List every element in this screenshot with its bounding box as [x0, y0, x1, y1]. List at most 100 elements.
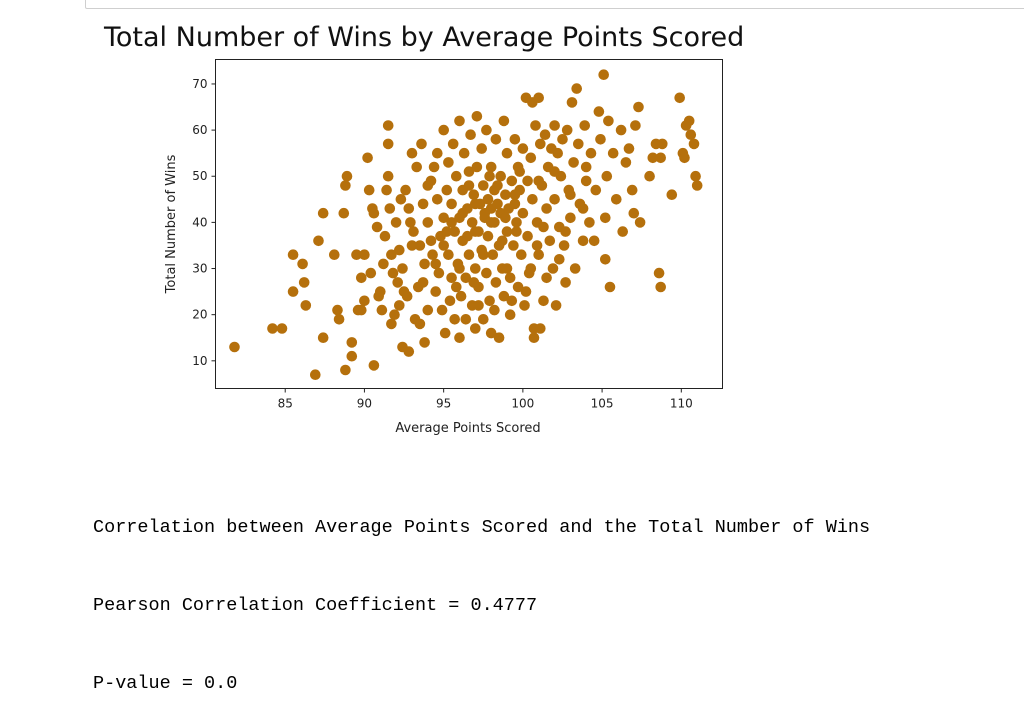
data-point	[485, 217, 497, 228]
data-point	[504, 272, 516, 284]
data-point	[514, 166, 525, 177]
data-point	[600, 253, 611, 265]
data-point	[580, 161, 592, 173]
data-point	[485, 161, 497, 173]
data-point	[384, 203, 396, 214]
previous-cell-border	[85, 0, 1024, 9]
data-point	[438, 124, 450, 136]
data-point	[422, 180, 434, 191]
data-point	[390, 217, 402, 228]
data-point	[414, 240, 426, 251]
data-point	[691, 180, 703, 191]
data-point	[408, 226, 419, 237]
data-point	[568, 157, 579, 168]
data-point	[333, 314, 345, 325]
data-point	[623, 143, 635, 154]
x-tick-label: 90	[357, 397, 372, 411]
data-point	[368, 360, 380, 371]
y-tick-label: 40	[192, 215, 207, 229]
data-point	[460, 314, 472, 325]
data-point	[394, 300, 405, 311]
data-point	[441, 184, 453, 196]
data-point	[454, 115, 465, 127]
data-point	[454, 263, 465, 274]
data-point	[463, 249, 475, 260]
data-point	[329, 249, 340, 260]
plot-area-frame	[215, 59, 723, 389]
data-point	[446, 198, 457, 210]
data-point	[580, 175, 592, 187]
data-point	[549, 120, 560, 131]
data-point	[451, 170, 462, 182]
data-point	[501, 147, 513, 159]
data-point	[565, 189, 576, 200]
cell-output: Correlation between Average Points Score…	[93, 463, 870, 723]
data-point	[617, 226, 628, 237]
data-point	[465, 129, 476, 140]
data-point	[447, 138, 459, 150]
data-point	[655, 152, 666, 164]
data-point	[443, 157, 454, 168]
data-point	[478, 180, 489, 191]
data-point	[392, 277, 404, 288]
data-point	[457, 207, 469, 219]
data-point	[446, 217, 457, 228]
data-point	[471, 111, 483, 122]
data-point	[405, 217, 416, 228]
data-point	[481, 124, 492, 136]
data-point	[585, 147, 597, 159]
data-point	[512, 281, 524, 293]
data-point	[287, 286, 299, 297]
x-tick-label: 105	[591, 397, 614, 411]
data-point	[458, 147, 470, 159]
data-point	[478, 249, 489, 260]
data-point	[495, 170, 507, 182]
data-point	[449, 226, 461, 237]
data-point	[484, 295, 495, 307]
data-point	[397, 263, 408, 274]
data-point	[471, 161, 483, 173]
data-point	[313, 235, 324, 247]
data-point	[386, 318, 397, 330]
data-point	[492, 180, 503, 191]
data-point	[416, 138, 427, 150]
data-point	[371, 221, 383, 233]
y-tick-label: 20	[192, 308, 207, 322]
data-point	[511, 217, 522, 228]
data-point	[509, 134, 521, 145]
x-tick-label: 110	[670, 397, 693, 411]
data-point	[633, 101, 644, 113]
y-tick-label: 30	[192, 262, 207, 276]
data-point	[634, 217, 646, 228]
data-point	[566, 97, 578, 108]
data-point	[287, 249, 299, 260]
data-point	[520, 286, 532, 297]
data-point	[506, 295, 518, 307]
data-point	[579, 120, 590, 131]
output-line-pearson: Pearson Correlation Coefficient = 0.4777	[93, 595, 538, 616]
data-point	[558, 240, 570, 251]
data-point	[535, 138, 546, 150]
data-point	[478, 314, 489, 325]
data-point	[470, 263, 481, 274]
data-point	[351, 249, 362, 260]
data-point	[501, 226, 513, 237]
data-point	[406, 147, 418, 159]
data-point	[549, 194, 560, 205]
x-axis-label: Average Points Scored	[395, 421, 540, 436]
data-point	[468, 277, 480, 288]
data-point	[601, 170, 613, 182]
data-point	[470, 323, 481, 334]
data-point	[359, 249, 370, 260]
data-point	[685, 129, 697, 140]
data-point	[600, 212, 611, 224]
data-point	[432, 147, 443, 159]
data-point	[490, 134, 502, 145]
data-point	[368, 207, 380, 219]
data-point	[463, 166, 475, 177]
data-point	[528, 332, 540, 344]
data-point	[387, 267, 399, 279]
data-point	[525, 152, 537, 164]
data-point	[338, 207, 350, 219]
data-point	[517, 143, 529, 154]
